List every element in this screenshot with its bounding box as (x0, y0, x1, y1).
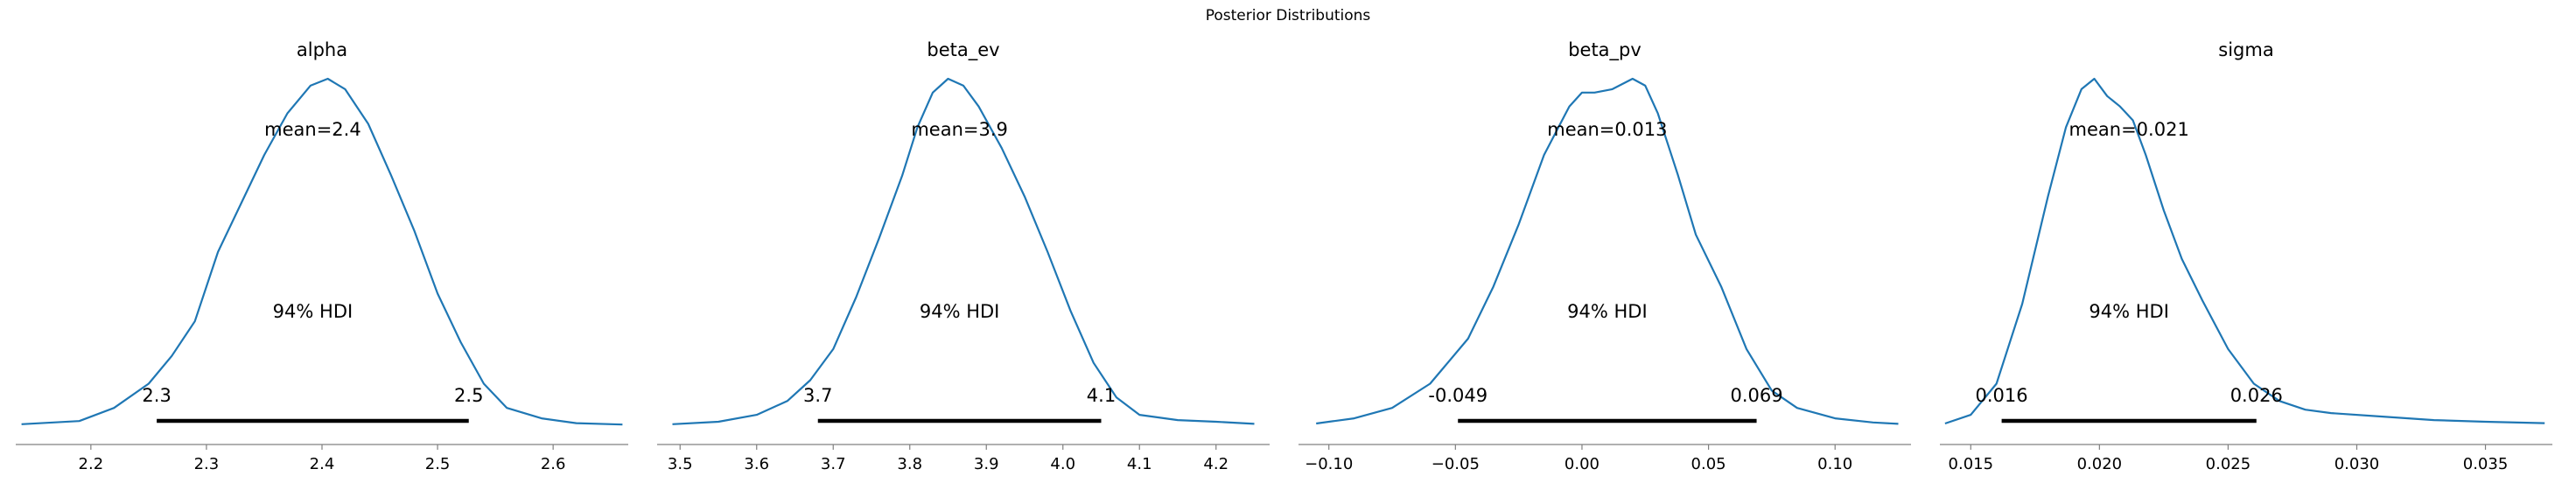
hdi-label: 94% HDI (920, 301, 1000, 322)
x-tick-label: 4.1 (1127, 455, 1152, 473)
x-tick-label: 3.6 (744, 455, 769, 473)
x-tick-label: 0.030 (2334, 455, 2380, 473)
hdi-label: 94% HDI (2089, 301, 2169, 322)
panel-title: sigma (2218, 39, 2273, 60)
hdi-upper-label: 2.5 (454, 385, 483, 406)
panel-title: beta_pv (1568, 39, 1642, 61)
x-tick-label: 2.4 (310, 455, 335, 473)
density-curve (1316, 77, 1899, 425)
x-tick-label: 3.7 (821, 455, 846, 473)
plot-panel-beta_ev: beta_ev mean=3.9 94% HDI 3.7 4.1 3.5 3.6 3.7 3.8… (657, 39, 1270, 473)
mean-label: mean=2.4 (264, 119, 361, 140)
density-curve (672, 77, 1255, 425)
x-tick-label: 2.3 (194, 455, 220, 473)
density-curve (1944, 77, 2545, 425)
hdi-upper-label: 0.069 (1730, 385, 1782, 406)
x-tick-label: 4.2 (1203, 455, 1228, 473)
x-tick-label: 0.05 (1691, 455, 1726, 473)
x-tick-label: 0.015 (1949, 455, 1994, 473)
x-tick-label: 2.5 (425, 455, 451, 473)
hdi-label: 94% HDI (1567, 301, 1648, 322)
hdi-lower-label: 3.7 (803, 385, 832, 406)
x-tick-label: 2.6 (541, 455, 566, 473)
hdi-upper-label: 0.026 (2230, 385, 2283, 406)
x-tick-label: 0.020 (2077, 455, 2123, 473)
hdi-upper-label: 4.1 (1087, 385, 1116, 406)
mean-label: mean=3.9 (911, 119, 1008, 140)
hdi-label: 94% HDI (273, 301, 354, 322)
x-tick-label: 4.0 (1050, 455, 1075, 473)
plot-panel-alpha: alpha mean=2.4 94% HDI 2.3 2.5 2.2 2.3 2.4 2.5 2.… (16, 39, 628, 473)
x-tick-label: 0.035 (2463, 455, 2509, 473)
panel-title: alpha (297, 39, 347, 60)
mean-label: mean=0.021 (2069, 119, 2189, 140)
hdi-lower-label: -0.049 (1428, 385, 1488, 406)
x-tick-label: −0.05 (1432, 455, 1480, 473)
plot-panel-sigma: sigma mean=0.021 94% HDI 0.016 0.026 0.015 0.0… (1940, 39, 2552, 473)
x-tick-label: 0.025 (2206, 455, 2251, 473)
x-tick-label: 3.5 (668, 455, 693, 473)
plot-panel-beta_pv: beta_pv mean=0.013 94% HDI -0.049 0.069 −0.10… (1298, 39, 1911, 473)
figure-title: Posterior Distributions (1205, 7, 1371, 24)
hdi-lower-label: 2.3 (142, 385, 171, 406)
panel-title: beta_ev (927, 39, 999, 61)
x-tick-label: 3.9 (974, 455, 999, 473)
mean-label: mean=0.013 (1547, 119, 1667, 140)
x-tick-label: 2.2 (79, 455, 104, 473)
x-tick-label: 0.00 (1564, 455, 1600, 473)
x-tick-label: −0.10 (1305, 455, 1353, 473)
x-tick-label: 0.10 (1817, 455, 1852, 473)
x-tick-label: 3.8 (897, 455, 922, 473)
hdi-lower-label: 0.016 (1976, 385, 2028, 406)
density-curve (21, 77, 623, 426)
